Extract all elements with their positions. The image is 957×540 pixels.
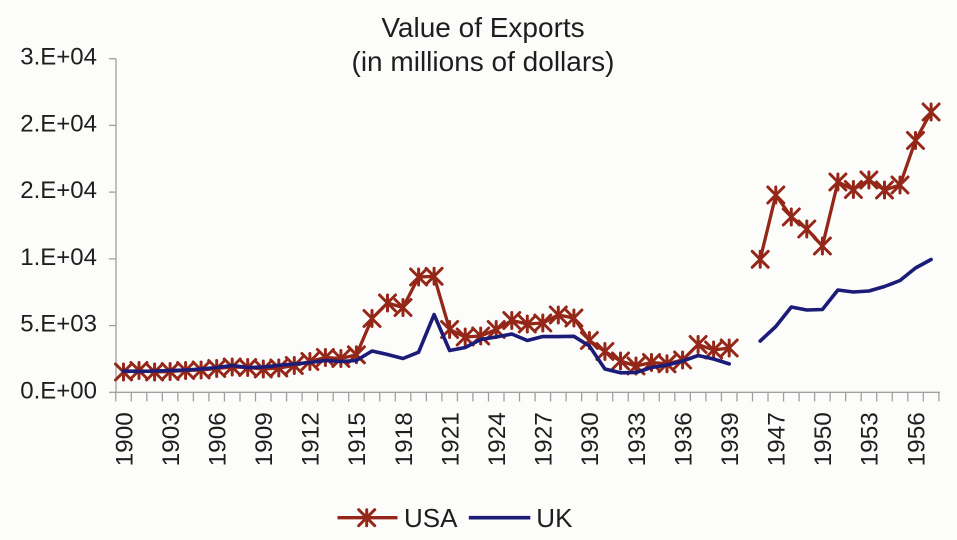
svg-text:1950: 1950 — [810, 412, 837, 466]
svg-text:(in millions of dollars): (in millions of dollars) — [352, 46, 615, 77]
svg-text:1939: 1939 — [717, 412, 744, 466]
svg-text:Value of Exports: Value of Exports — [381, 12, 584, 43]
svg-text:1933: 1933 — [624, 412, 651, 466]
svg-text:1921: 1921 — [437, 412, 464, 466]
svg-text:2.E+04: 2.E+04 — [20, 110, 97, 137]
svg-text:1947: 1947 — [764, 412, 791, 466]
svg-text:1915: 1915 — [344, 412, 371, 466]
svg-text:USA: USA — [404, 503, 458, 533]
svg-text:1927: 1927 — [531, 412, 558, 466]
svg-text:1900: 1900 — [111, 412, 138, 466]
svg-text:UK: UK — [536, 503, 573, 533]
svg-text:1906: 1906 — [205, 412, 232, 466]
svg-text:1912: 1912 — [298, 412, 325, 466]
svg-text:2.E+04: 2.E+04 — [20, 177, 97, 204]
svg-text:1924: 1924 — [484, 412, 511, 466]
svg-text:1909: 1909 — [251, 412, 278, 466]
svg-text:1930: 1930 — [577, 412, 604, 466]
svg-text:5.E+03: 5.E+03 — [20, 311, 97, 338]
svg-text:1903: 1903 — [158, 412, 185, 466]
svg-text:1956: 1956 — [903, 412, 930, 466]
svg-text:1918: 1918 — [391, 412, 418, 466]
svg-text:1953: 1953 — [857, 412, 884, 466]
svg-text:0.E+00: 0.E+00 — [20, 377, 97, 404]
svg-text:1.E+04: 1.E+04 — [20, 244, 97, 271]
svg-text:3.E+04: 3.E+04 — [20, 44, 97, 71]
svg-text:1936: 1936 — [670, 412, 697, 466]
